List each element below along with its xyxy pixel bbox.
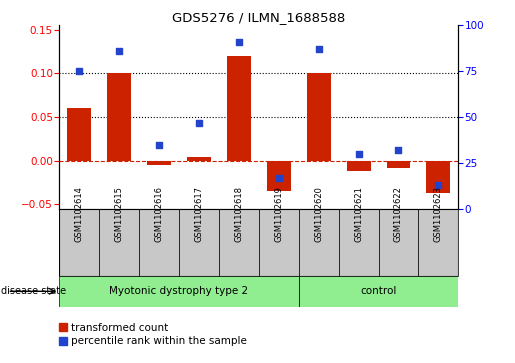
Point — [354, 151, 363, 157]
Text: GSM1102620: GSM1102620 — [314, 187, 323, 242]
Text: GSM1102618: GSM1102618 — [234, 186, 243, 242]
Bar — [379, 209, 418, 276]
Bar — [179, 209, 219, 276]
Bar — [99, 209, 139, 276]
Bar — [219, 209, 259, 276]
Bar — [299, 276, 458, 307]
Title: GDS5276 / ILMN_1688588: GDS5276 / ILMN_1688588 — [172, 11, 346, 24]
Bar — [418, 209, 458, 276]
Bar — [147, 161, 171, 165]
Point — [274, 175, 283, 180]
Point — [235, 39, 243, 45]
Bar — [339, 209, 379, 276]
Bar — [67, 108, 91, 161]
Point — [155, 142, 163, 147]
Bar — [107, 73, 131, 161]
Text: GSM1102614: GSM1102614 — [75, 187, 83, 242]
Bar — [426, 161, 450, 193]
Text: GSM1102617: GSM1102617 — [195, 186, 203, 242]
Point — [394, 147, 403, 153]
Bar — [59, 276, 299, 307]
Bar — [139, 209, 179, 276]
Text: GSM1102616: GSM1102616 — [154, 186, 163, 242]
Point — [315, 46, 323, 52]
Bar — [347, 161, 370, 171]
Point — [195, 120, 203, 126]
Text: GSM1102621: GSM1102621 — [354, 187, 363, 242]
Text: Myotonic dystrophy type 2: Myotonic dystrophy type 2 — [109, 286, 249, 296]
Legend: transformed count, percentile rank within the sample: transformed count, percentile rank withi… — [57, 321, 249, 348]
Point — [75, 68, 83, 74]
Bar — [187, 157, 211, 161]
Bar — [299, 209, 339, 276]
Bar — [59, 209, 99, 276]
Text: disease state: disease state — [1, 286, 66, 297]
Bar — [259, 209, 299, 276]
Point — [115, 48, 123, 54]
Bar — [386, 161, 410, 168]
Text: GSM1102615: GSM1102615 — [115, 187, 124, 242]
Bar — [267, 161, 290, 191]
Text: control: control — [360, 286, 397, 296]
Text: GSM1102623: GSM1102623 — [434, 186, 443, 242]
Point — [434, 182, 442, 188]
Text: GSM1102619: GSM1102619 — [274, 187, 283, 242]
Bar — [307, 73, 331, 161]
Bar — [227, 56, 251, 161]
Text: GSM1102622: GSM1102622 — [394, 187, 403, 242]
